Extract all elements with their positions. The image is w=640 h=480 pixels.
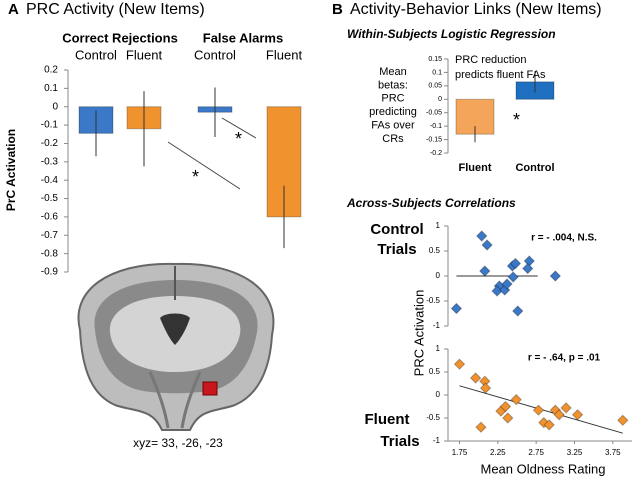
scatter-point [479,265,491,277]
y-tick-label: 1 [436,344,441,353]
y-tick-label: -0.6 [41,212,59,223]
scatter-point [450,302,463,315]
panel-letter: B [332,1,343,18]
scatter-point [469,372,482,384]
y-tick-label: 0.1 [432,69,442,76]
trial-label: Trials [377,241,416,258]
y-axis-label: FAs over [371,120,415,132]
y-tick-label: -0.5 [426,296,440,305]
scatter-point [499,400,512,413]
significance-star: * [513,110,520,130]
scatter-point [617,414,629,427]
correlation-annotation: r = - .64, p = .01 [528,353,601,364]
panel-title: PRC Activity (New Items) [26,1,205,18]
y-tick-label: -0.5 [41,193,59,204]
y-axis-label: betas: [378,79,408,91]
x-tick-label: Fluent [126,47,163,62]
panel-title: Activity-Behavior Links (New Items) [350,1,602,18]
y-tick-label: 0.1 [44,83,58,94]
y-tick-label: 0 [52,101,58,112]
x-axis-label: Mean Oldness Rating [480,461,605,476]
y-tick-label: 0.15 [428,56,442,63]
scatter-point [510,393,522,406]
scatter-point [476,230,488,242]
scatter-point [553,409,565,421]
scatter-point [532,404,545,416]
trial-label: Trials [380,433,419,450]
y-axis-label: Mean [379,66,407,78]
y-tick-label: -0.2 [430,150,442,157]
x-tick-label: 2.25 [490,448,506,457]
significance-line [221,117,257,139]
brain-image [60,260,296,438]
scatter-point [512,305,524,317]
correlation-annotation: r = - .004, N.S. [531,233,597,244]
x-tick-label: 1.75 [452,448,468,457]
scatter-point [502,412,514,424]
y-tick-label: -0.05 [426,110,442,117]
x-tick-label: 3.25 [567,448,583,457]
section-title: Within-Subjects Logistic Regression [347,27,556,41]
scatter-point [481,239,493,251]
x-tick-label: Fluent [266,47,303,62]
scatter-point [509,257,522,270]
y-tick-label: -1 [433,321,441,330]
annotation: predicts fluent FAs [455,69,546,81]
y-tick-label: -0.7 [41,230,59,241]
y-tick-label: -0.9 [41,267,59,278]
significance-line [167,141,241,190]
y-tick-label: 0 [436,390,441,399]
y-tick-label: -0.4 [41,175,59,186]
y-tick-label: 0 [436,271,441,280]
x-tick-label: Control [194,47,236,62]
scatter-point [479,382,492,394]
section-title: Across-Subjects Correlations [346,196,516,210]
y-tick-label: -0.5 [426,413,440,422]
x-tick-label: 3.75 [605,448,621,457]
y-tick-label: 0.05 [428,83,442,90]
significance-star: * [235,129,242,149]
y-axis-label: CRs [382,133,404,145]
y-axis-label: predicting [369,106,417,118]
y-tick-label: -1 [433,436,441,445]
scatter-point [501,278,513,290]
scatter-point [453,358,466,370]
bar [266,106,302,218]
scatter-point [560,402,572,414]
brain-caption: xyz= 33, -26, -23 [133,436,223,450]
y-tick-label: 0.2 [44,65,58,76]
x-tick-label: Control [515,162,554,174]
y-tick-label: 0.5 [429,367,441,376]
x-tick-label: Fluent [459,162,492,174]
y-tick-label: -0.2 [41,138,59,149]
group-label: Correct Rejections [62,30,178,45]
y-axis-label: PrC Activation [4,129,18,211]
group-label: False Alarms [203,30,283,45]
y-tick-label: -0.8 [41,248,59,259]
y-tick-label: 0 [438,96,442,103]
y-tick-label: -0.1 [430,123,442,130]
scatter-point [522,262,534,275]
significance-star: * [192,167,199,187]
y-axis-label: PRC [381,93,404,105]
scatter-point [475,421,487,433]
y-tick-label: 0.5 [429,246,441,255]
y-tick-label: -0.15 [426,136,442,143]
y-tick-label: 1 [436,221,441,230]
y-tick-label: -0.3 [41,156,59,167]
x-tick-label: Control [75,47,117,62]
scatter-point [507,271,519,283]
y-axis-label: PRC Activation [411,290,426,377]
scatter-point [549,270,562,282]
trial-label: Fluent [365,411,410,428]
scatter-point [571,409,584,421]
panel-letter: A [8,1,19,18]
annotation: PRC reduction [455,54,527,66]
x-tick-label: 2.75 [528,448,544,457]
y-tick-label: -0.1 [41,120,59,131]
trial-label: Control [370,221,423,238]
scatter-point [543,419,555,431]
